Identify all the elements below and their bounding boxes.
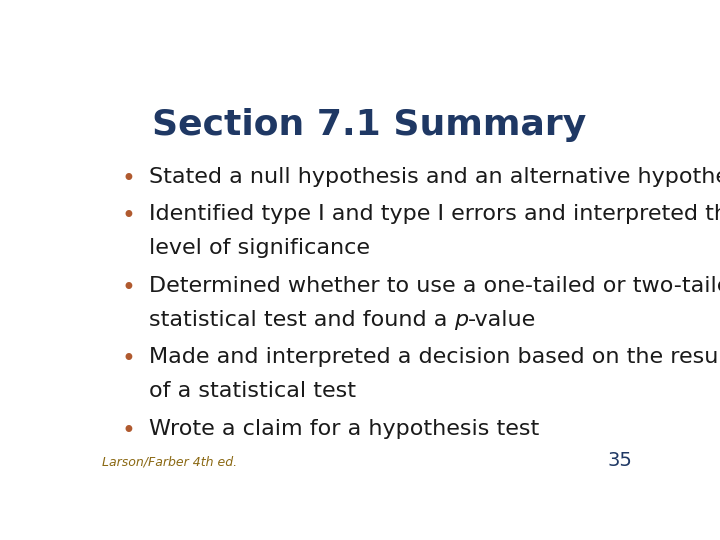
Text: Made and interpreted a decision based on the results: Made and interpreted a decision based on…	[148, 347, 720, 367]
Text: statistical test and found a: statistical test and found a	[148, 310, 454, 330]
Text: Determined whether to use a one-tailed or two-tailed: Determined whether to use a one-tailed o…	[148, 275, 720, 295]
Text: Wrote a claim for a hypothesis test: Wrote a claim for a hypothesis test	[148, 418, 539, 438]
Text: 35: 35	[608, 451, 632, 470]
Text: level of significance: level of significance	[148, 238, 369, 258]
Text: of a statistical test: of a statistical test	[148, 381, 356, 401]
Text: •: •	[121, 418, 135, 443]
Text: -value: -value	[468, 310, 536, 330]
Text: Identified type I and type I errors and interpreted the: Identified type I and type I errors and …	[148, 204, 720, 224]
Text: p: p	[454, 310, 468, 330]
Text: •: •	[121, 204, 135, 228]
Text: Section 7.1 Summary: Section 7.1 Summary	[152, 109, 586, 143]
Text: Larson/Farber 4th ed.: Larson/Farber 4th ed.	[102, 455, 238, 468]
Text: •: •	[121, 347, 135, 371]
Text: •: •	[121, 167, 135, 191]
Text: •: •	[121, 275, 135, 300]
Text: Stated a null hypothesis and an alternative hypothesis: Stated a null hypothesis and an alternat…	[148, 167, 720, 187]
